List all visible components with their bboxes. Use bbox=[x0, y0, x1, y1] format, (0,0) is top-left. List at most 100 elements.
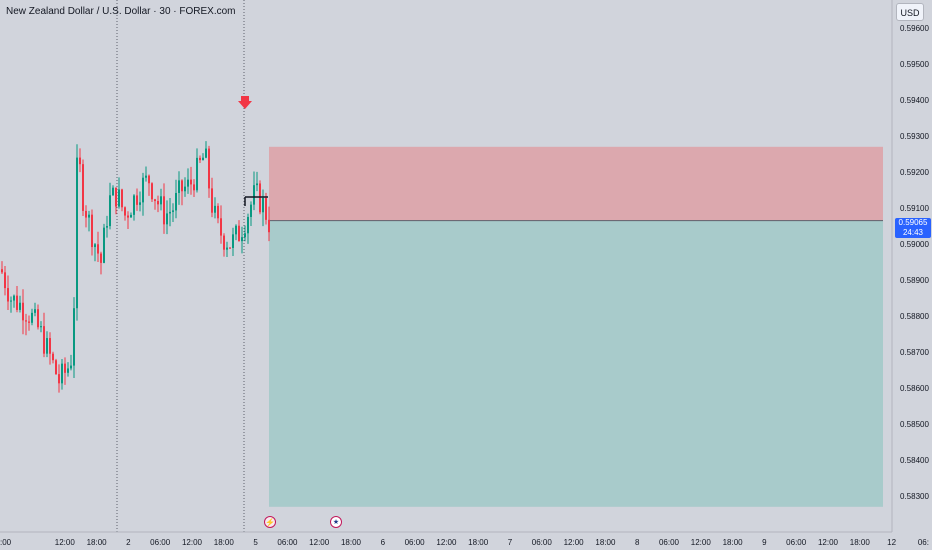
candle-body bbox=[187, 179, 189, 187]
candle-body bbox=[73, 308, 75, 366]
candle-body bbox=[79, 157, 81, 165]
candle-body bbox=[13, 295, 15, 301]
time-label: 18:00 bbox=[87, 538, 108, 547]
candle-body bbox=[97, 244, 99, 254]
candle-body bbox=[208, 148, 210, 189]
candle-body bbox=[220, 218, 222, 236]
candle-body bbox=[229, 247, 231, 249]
price-label: 0.58700 bbox=[900, 348, 929, 357]
stop-loss-zone[interactable] bbox=[269, 146, 883, 221]
price-label: 0.58500 bbox=[900, 420, 929, 429]
candle-body bbox=[67, 368, 69, 373]
candle-body bbox=[157, 201, 159, 205]
candle-body bbox=[130, 214, 132, 218]
price-label: 0.58600 bbox=[900, 384, 929, 393]
candle-body bbox=[40, 326, 42, 328]
candle-body bbox=[259, 183, 261, 213]
candle-body bbox=[181, 180, 183, 192]
bar-countdown: 24:43 bbox=[902, 228, 924, 237]
candle-body bbox=[247, 216, 249, 234]
time-label: 18:00 bbox=[723, 538, 744, 547]
time-label: 06:00 bbox=[532, 538, 553, 547]
time-label: 12:00 bbox=[436, 538, 457, 547]
time-label: 12:00 bbox=[55, 538, 76, 547]
symbol-title: New Zealand Dollar / U.S. Dollar · 30 · … bbox=[6, 6, 236, 17]
time-label: 5 bbox=[253, 538, 258, 547]
current-price-tag: 0.59065 24:43 bbox=[895, 218, 931, 238]
candle-body bbox=[214, 205, 216, 213]
candle-body bbox=[82, 164, 84, 211]
candle-body bbox=[169, 211, 171, 214]
candle-body bbox=[112, 187, 114, 196]
candle-body bbox=[88, 214, 90, 218]
candle-body bbox=[7, 288, 9, 302]
time-label: 8 bbox=[635, 538, 640, 547]
candle-body bbox=[118, 189, 120, 207]
time-label: 18:00 bbox=[468, 538, 489, 547]
candle-body bbox=[61, 363, 63, 384]
candle-body bbox=[250, 204, 252, 217]
candle-body bbox=[22, 302, 24, 321]
candle-body bbox=[106, 226, 108, 228]
time-label: 06:00 bbox=[786, 538, 807, 547]
candle-body bbox=[64, 363, 66, 373]
candle-body bbox=[268, 219, 270, 233]
time-label: 06:00 bbox=[659, 538, 680, 547]
time-label: 12:00 bbox=[564, 538, 585, 547]
candle-body bbox=[43, 326, 45, 354]
candle-body bbox=[265, 197, 267, 220]
time-label: 06:00 bbox=[277, 538, 298, 547]
time-label: 06:00 bbox=[150, 538, 171, 547]
candle-body bbox=[148, 175, 150, 184]
price-label: 0.59400 bbox=[900, 96, 929, 105]
candle-body bbox=[241, 237, 243, 242]
time-label: 18:00 bbox=[850, 538, 871, 547]
candle-body bbox=[139, 202, 141, 205]
price-label: 0.59300 bbox=[900, 132, 929, 141]
candle-body bbox=[163, 196, 165, 225]
candle-body bbox=[172, 210, 174, 212]
candle-body bbox=[226, 247, 228, 250]
candle-body bbox=[1, 269, 3, 273]
candle-body bbox=[253, 185, 255, 205]
candle-body bbox=[121, 189, 123, 208]
price-label: 0.59000 bbox=[900, 240, 929, 249]
time-label: 12:00 bbox=[309, 538, 330, 547]
candle-body bbox=[109, 195, 111, 227]
take-profit-zone[interactable] bbox=[269, 220, 883, 507]
candle-body bbox=[10, 300, 12, 302]
price-axis[interactable]: 0.59600 0.59500 0.59400 0.59300 0.59200 0.591… bbox=[900, 24, 929, 501]
down-arrow-icon[interactable] bbox=[238, 96, 252, 109]
candle-body bbox=[49, 338, 51, 354]
time-label: 12 bbox=[887, 538, 896, 547]
price-label: 0.58300 bbox=[900, 492, 929, 501]
candle-body bbox=[151, 183, 153, 200]
time-axis[interactable]: :00 12:00 18:00 2 06:00 12:00 18:00 5 06:00 12:00… bbox=[0, 538, 929, 547]
price-label: 0.59500 bbox=[900, 60, 929, 69]
candle-body bbox=[190, 179, 192, 185]
candle-body bbox=[256, 183, 258, 186]
currency-button[interactable]: USD bbox=[896, 3, 924, 21]
candle-body bbox=[124, 207, 126, 216]
candle-body bbox=[166, 213, 168, 225]
candle-body bbox=[133, 195, 135, 215]
candle-body bbox=[37, 309, 39, 328]
candle-body bbox=[94, 244, 96, 248]
candle-body bbox=[199, 157, 201, 161]
candle-body bbox=[34, 309, 36, 313]
lightning-icon[interactable]: ⚡ bbox=[264, 516, 276, 528]
candle-body bbox=[127, 215, 129, 218]
candle-body bbox=[154, 199, 156, 202]
candle-body bbox=[145, 175, 147, 178]
time-label: 6 bbox=[381, 538, 386, 547]
time-label: 7 bbox=[508, 538, 513, 547]
candle-body bbox=[196, 157, 198, 191]
candle-body bbox=[193, 184, 195, 191]
time-label: 18:00 bbox=[595, 538, 616, 547]
candle-body bbox=[205, 148, 207, 158]
candle-body bbox=[46, 338, 48, 354]
us-flag-icon[interactable]: ★ bbox=[330, 516, 342, 528]
candle-body bbox=[70, 365, 72, 369]
candle-body bbox=[160, 196, 162, 205]
